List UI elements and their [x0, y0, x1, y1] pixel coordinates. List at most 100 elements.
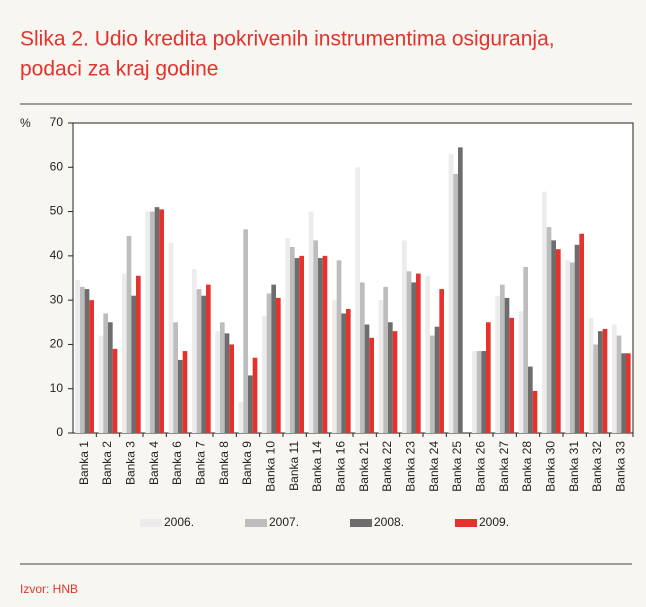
- bar: [215, 331, 220, 433]
- bar: [565, 260, 570, 433]
- bar: [346, 309, 351, 433]
- x-tick-label: Banka 9: [240, 441, 254, 485]
- y-tick-label: 50: [50, 204, 64, 218]
- bar: [364, 324, 370, 433]
- y-tick-label: 60: [50, 159, 64, 173]
- y-axis-label: %: [20, 116, 31, 130]
- bar: [509, 317, 514, 433]
- x-tick-label: Banka 28: [520, 441, 534, 492]
- bar: [453, 173, 458, 433]
- bar: [122, 273, 127, 433]
- source: Izvor: HNB: [20, 582, 78, 596]
- bar: [341, 313, 346, 433]
- bar: [495, 295, 500, 433]
- x-tick-label: Banka 32: [590, 441, 604, 492]
- legend-swatch: [140, 519, 162, 527]
- x-tick-label: Banka 3: [124, 441, 138, 485]
- chart-title: podaci za kraj godine: [20, 58, 218, 81]
- bar: [392, 331, 398, 433]
- x-tick-label: Banka 31: [567, 441, 581, 492]
- bar: [621, 353, 626, 433]
- bar: [518, 311, 524, 433]
- x-tick-label: Banka 22: [380, 441, 394, 492]
- plot-frame: [72, 122, 634, 434]
- bar: [476, 351, 482, 433]
- bar: [103, 313, 108, 433]
- x-tick-label: Banka 11: [287, 441, 301, 491]
- x-tick-label: Banka 33: [614, 441, 628, 492]
- bar: [136, 275, 141, 433]
- x-tick-label: Banka 1: [77, 441, 91, 485]
- bar: [322, 255, 328, 433]
- x-tick-label: Banka 2: [100, 441, 114, 485]
- bar: [616, 335, 622, 433]
- bar: [472, 351, 477, 433]
- bar: [434, 326, 440, 433]
- bar: [528, 366, 533, 433]
- bar: [308, 211, 314, 433]
- bar: [406, 271, 412, 433]
- bar: [238, 402, 244, 433]
- bar: [626, 353, 631, 433]
- legend-swatch: [455, 519, 477, 527]
- legend-label: 2007.: [269, 515, 299, 529]
- bar: [178, 359, 183, 433]
- bar: [579, 233, 584, 433]
- x-tick-label: Banka 25: [450, 441, 464, 492]
- bar: [332, 300, 337, 433]
- bar: [285, 238, 290, 433]
- bar: [206, 284, 211, 433]
- x-tick-label: Banka 8: [217, 441, 231, 485]
- bar: [150, 211, 155, 433]
- bar: [500, 284, 505, 433]
- bar: [252, 357, 258, 433]
- x-tick-label: Banka 26: [474, 441, 488, 492]
- bar: [570, 262, 575, 433]
- bar: [532, 390, 538, 433]
- bar: [290, 247, 295, 433]
- bar: [126, 235, 132, 433]
- bar: [108, 322, 113, 433]
- x-tick-label: Banka 6: [170, 441, 184, 485]
- bar: [173, 322, 178, 433]
- x-tick-label: Banka 21: [357, 441, 371, 492]
- y-tick-label: 30: [50, 292, 64, 306]
- bar: [388, 322, 393, 433]
- bar: [276, 297, 281, 433]
- bar: [383, 286, 388, 433]
- bar: [574, 244, 580, 433]
- bar: [89, 300, 94, 433]
- bar: [612, 324, 617, 433]
- bar: [98, 335, 104, 433]
- bar: [369, 337, 374, 433]
- legend-label: 2006.: [164, 515, 194, 529]
- bar: [593, 344, 598, 433]
- legend-swatch: [350, 519, 372, 527]
- bar: [504, 297, 510, 433]
- bar: [294, 258, 300, 433]
- bar: [80, 286, 85, 433]
- bar: [458, 147, 463, 433]
- x-tick-label: Banka 24: [427, 441, 441, 492]
- x-tick-label: Banka 23: [404, 441, 418, 492]
- bar: [416, 273, 421, 433]
- chart-title: Slika 2. Udio kredita pokrivenih instrum…: [20, 28, 555, 51]
- bar: [154, 207, 160, 433]
- bar: [318, 258, 323, 433]
- bar: [486, 322, 491, 433]
- bar: [481, 351, 486, 433]
- x-tick-label: Banka 10: [264, 441, 278, 492]
- x-tick-label: Banka 16: [334, 441, 348, 492]
- y-tick-label: 40: [50, 248, 64, 262]
- bar: [542, 191, 547, 433]
- bar: [262, 315, 267, 433]
- bar: [439, 289, 444, 433]
- bar: [299, 255, 304, 433]
- bar: [402, 240, 407, 433]
- y-tick-label: 20: [50, 337, 64, 351]
- bar: [168, 242, 174, 433]
- legend-label: 2008.: [374, 515, 404, 529]
- bar: [201, 295, 206, 433]
- x-tick-label: Banka 7: [194, 441, 208, 485]
